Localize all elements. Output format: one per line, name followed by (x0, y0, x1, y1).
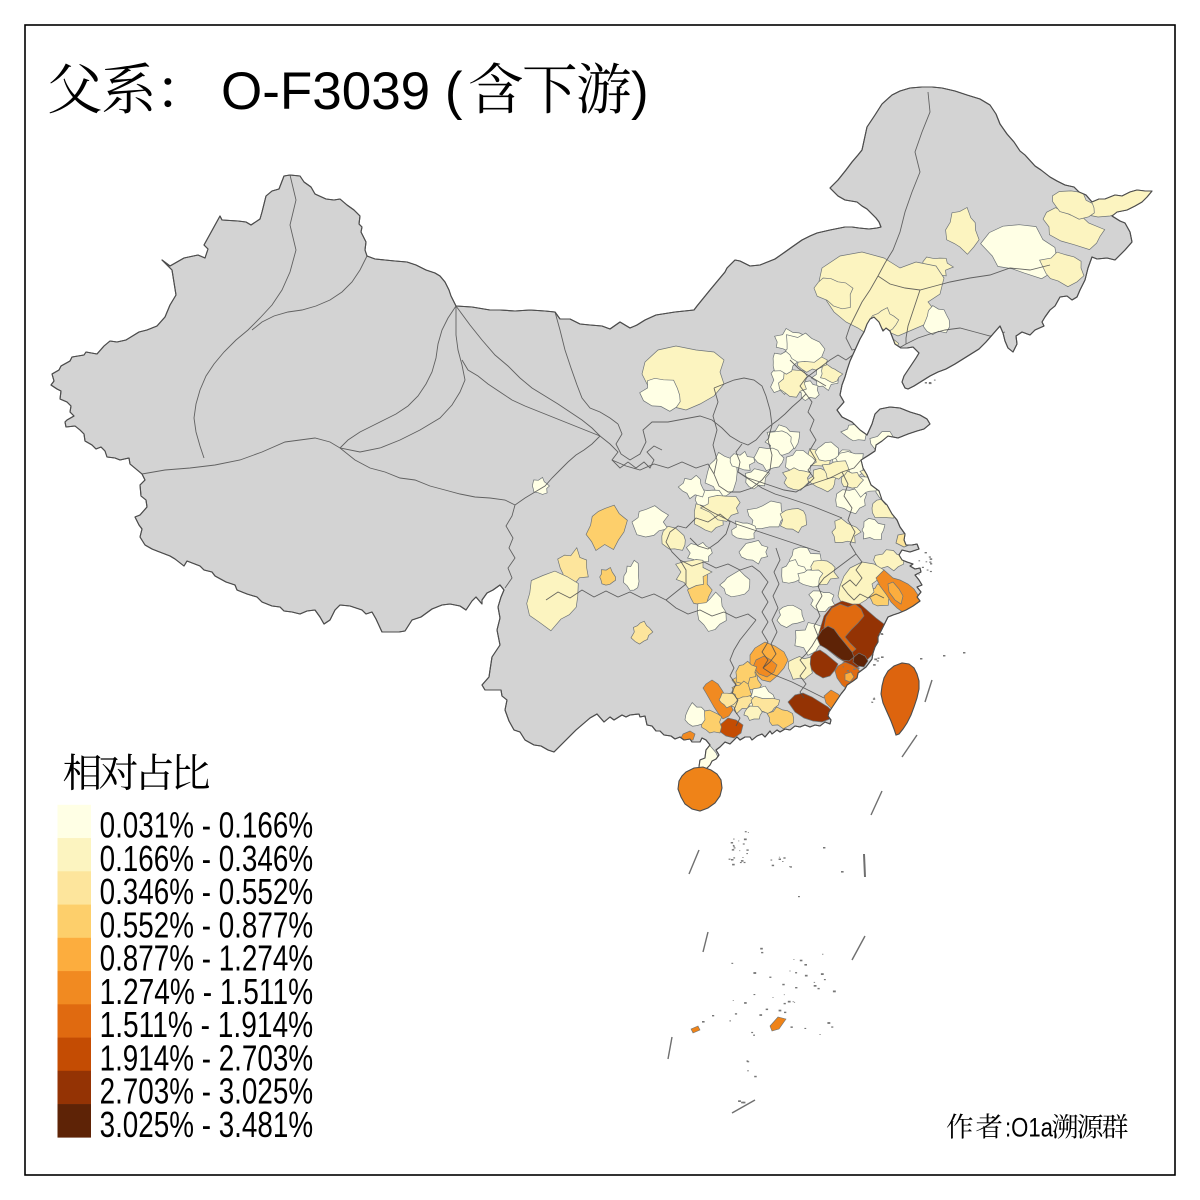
svg-text::O1a: :O1a (1005, 1113, 1054, 1143)
svg-text:0.877% - 1.274%: 0.877% - 1.274% (100, 938, 314, 979)
svg-text:1.914% - 2.703%: 1.914% - 2.703% (100, 1037, 314, 1078)
svg-text:): ) (631, 62, 649, 121)
svg-text:0.166% - 0.346%: 0.166% - 0.346% (100, 838, 314, 879)
svg-text:O-F3039 (: O-F3039 ( (221, 62, 463, 121)
svg-text:2.703% - 3.025%: 2.703% - 3.025% (100, 1071, 314, 1112)
svg-text:0.552% - 0.877%: 0.552% - 0.877% (100, 904, 314, 945)
svg-text:0.346% - 0.552%: 0.346% - 0.552% (100, 871, 314, 912)
svg-text:1.511% - 1.914%: 1.511% - 1.914% (100, 1004, 314, 1045)
svg-text:0.031% - 0.166%: 0.031% - 0.166% (100, 805, 314, 846)
svg-text:1.274% - 1.511%: 1.274% - 1.511% (100, 971, 314, 1012)
svg-text:3.025% - 3.481%: 3.025% - 3.481% (100, 1104, 314, 1145)
